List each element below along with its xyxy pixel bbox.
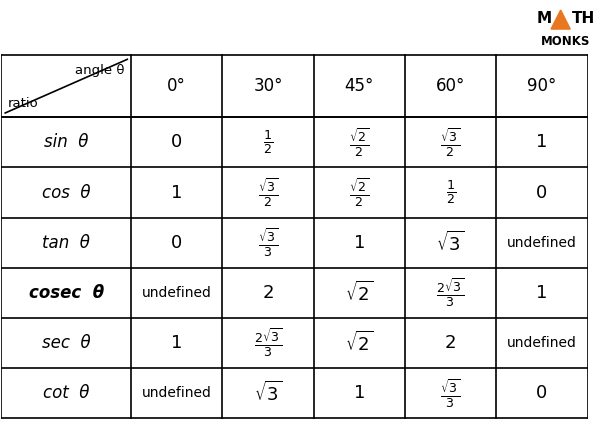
- Text: $\sqrt{2}$: $\sqrt{2}$: [345, 281, 374, 305]
- Text: angle θ: angle θ: [75, 64, 124, 77]
- Text: $\frac{\sqrt{2}}{2}$: $\frac{\sqrt{2}}{2}$: [349, 176, 370, 209]
- Text: 90°: 90°: [527, 77, 557, 95]
- Text: undefined: undefined: [507, 336, 577, 350]
- Text: 2: 2: [445, 334, 457, 352]
- Polygon shape: [551, 10, 570, 29]
- Text: ratio: ratio: [8, 98, 39, 110]
- Text: sin  θ: sin θ: [44, 134, 88, 151]
- Text: cosec  θ: cosec θ: [29, 284, 104, 302]
- Text: $\frac{1}{2}$: $\frac{1}{2}$: [446, 179, 455, 206]
- Text: sec  θ: sec θ: [42, 334, 91, 352]
- Text: 0: 0: [536, 384, 548, 402]
- Text: $\sqrt{3}$: $\sqrt{3}$: [436, 231, 465, 255]
- Text: undefined: undefined: [507, 236, 577, 250]
- Text: $\frac{\sqrt{3}}{3}$: $\frac{\sqrt{3}}{3}$: [258, 226, 278, 259]
- Text: 0: 0: [171, 234, 182, 252]
- Text: 1: 1: [171, 184, 182, 201]
- Text: M: M: [537, 11, 552, 26]
- Text: undefined: undefined: [142, 386, 212, 400]
- Text: 1: 1: [536, 134, 548, 151]
- Text: 1: 1: [536, 284, 548, 302]
- Text: undefined: undefined: [142, 286, 212, 300]
- Text: 30°: 30°: [253, 77, 283, 95]
- Text: 60°: 60°: [436, 77, 466, 95]
- Text: $\frac{\sqrt{3}}{2}$: $\frac{\sqrt{3}}{2}$: [440, 126, 461, 159]
- Text: $\frac{\sqrt{3}}{2}$: $\frac{\sqrt{3}}{2}$: [258, 176, 278, 209]
- Text: $\sqrt{2}$: $\sqrt{2}$: [345, 331, 374, 355]
- Text: 0: 0: [536, 184, 548, 201]
- Text: cos  θ: cos θ: [42, 184, 91, 201]
- Text: $\frac{\sqrt{3}}{3}$: $\frac{\sqrt{3}}{3}$: [440, 377, 461, 410]
- Text: $\frac{1}{2}$: $\frac{1}{2}$: [263, 128, 273, 156]
- Text: 1: 1: [353, 234, 365, 252]
- Text: 1: 1: [353, 384, 365, 402]
- Text: TH: TH: [572, 11, 595, 26]
- Text: 0: 0: [171, 134, 182, 151]
- Text: tan  θ: tan θ: [43, 234, 90, 252]
- Text: $\sqrt{3}$: $\sqrt{3}$: [254, 381, 282, 405]
- Text: 1: 1: [171, 334, 182, 352]
- Text: $\frac{2\sqrt{3}}{3}$: $\frac{2\sqrt{3}}{3}$: [254, 326, 282, 360]
- Text: cot  θ: cot θ: [43, 384, 89, 402]
- Text: MONKS: MONKS: [541, 35, 590, 47]
- Text: 2: 2: [262, 284, 274, 302]
- Text: $\frac{2\sqrt{3}}{3}$: $\frac{2\sqrt{3}}{3}$: [436, 276, 465, 309]
- Text: 45°: 45°: [344, 77, 374, 95]
- Text: 0°: 0°: [167, 77, 186, 95]
- Text: $\frac{\sqrt{2}}{2}$: $\frac{\sqrt{2}}{2}$: [349, 126, 370, 159]
